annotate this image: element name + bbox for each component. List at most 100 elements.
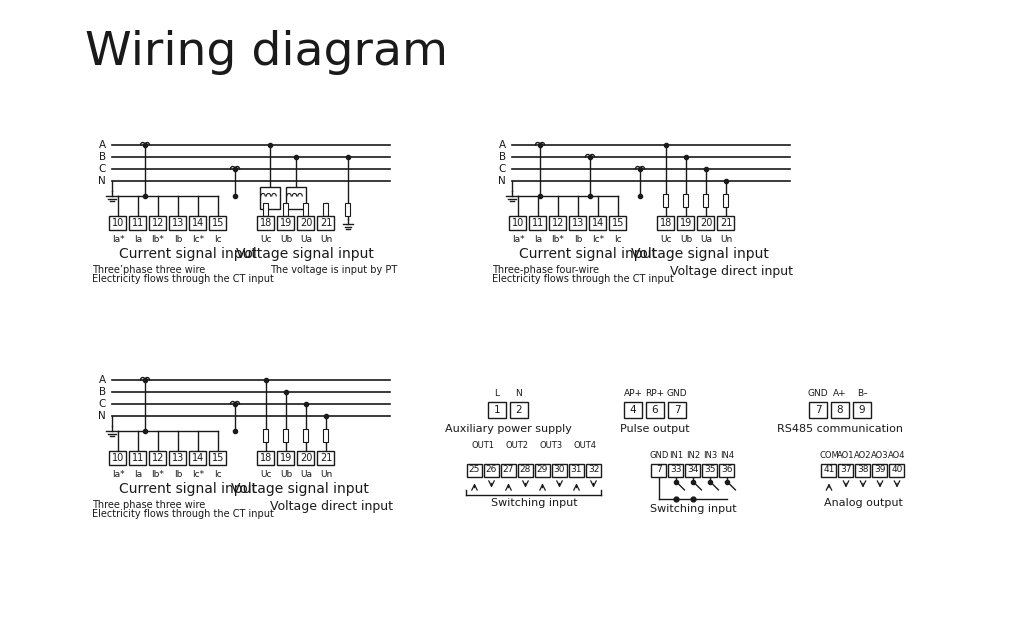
Bar	[501, 463, 516, 476]
Text: 7: 7	[674, 405, 680, 415]
Text: Uc: Uc	[260, 235, 272, 244]
Text: Ua: Ua	[700, 235, 712, 244]
Bar	[283, 203, 288, 215]
Text: IN3: IN3	[702, 450, 718, 460]
Bar	[624, 402, 642, 418]
Text: The voltage is input by PT: The voltage is input by PT	[270, 265, 397, 275]
Text: 37: 37	[840, 465, 852, 475]
Text: 10: 10	[112, 453, 124, 463]
Text: 18: 18	[660, 218, 672, 228]
Text: Ub: Ub	[680, 235, 692, 244]
Bar	[809, 402, 827, 418]
Text: 15: 15	[212, 453, 224, 463]
Text: 31: 31	[570, 465, 583, 475]
Text: Uc: Uc	[260, 470, 272, 479]
Text: Auxiliary power supply: Auxiliary power supply	[445, 424, 571, 434]
Text: 19: 19	[280, 453, 292, 463]
Text: 39: 39	[874, 465, 886, 475]
Text: Ib: Ib	[174, 235, 182, 244]
Text: Electricity flows through the CT input: Electricity flows through the CT input	[92, 274, 274, 284]
Text: 40: 40	[891, 465, 902, 475]
Text: 21: 21	[720, 218, 732, 228]
Bar	[685, 463, 700, 476]
Text: N: N	[98, 411, 106, 421]
Bar	[345, 203, 350, 215]
Text: 14: 14	[592, 218, 604, 228]
Bar	[664, 193, 669, 207]
Text: 2: 2	[516, 405, 523, 415]
Text: AO2: AO2	[855, 450, 872, 460]
Text: 12: 12	[152, 453, 164, 463]
Text: AO3: AO3	[871, 450, 889, 460]
Text: 28: 28	[520, 465, 531, 475]
Text: 1: 1	[493, 405, 500, 415]
Text: 15: 15	[612, 218, 624, 228]
Text: A: A	[98, 375, 106, 385]
Bar	[724, 193, 729, 207]
Text: B–: B–	[857, 389, 867, 398]
Text: OUT4: OUT4	[573, 440, 597, 450]
Text: 7: 7	[815, 405, 821, 415]
Text: Ib*: Ib*	[551, 235, 564, 244]
Text: 18: 18	[260, 453, 272, 463]
Text: 13: 13	[172, 453, 184, 463]
Text: 4: 4	[629, 405, 636, 415]
Text: COM: COM	[819, 450, 838, 460]
Text: GND: GND	[667, 389, 687, 398]
Text: A+: A+	[833, 389, 847, 398]
Text: Pulse output: Pulse output	[620, 424, 690, 434]
Text: Ia: Ia	[134, 470, 142, 479]
Text: Ic: Ic	[214, 235, 222, 244]
Text: 29: 29	[537, 465, 548, 475]
Bar	[552, 463, 567, 476]
Text: Ia*: Ia*	[112, 235, 124, 244]
Bar	[518, 463, 533, 476]
Text: 7: 7	[656, 465, 662, 475]
Text: 14: 14	[192, 453, 204, 463]
Text: OUT3: OUT3	[539, 440, 562, 450]
Text: 20: 20	[699, 218, 713, 228]
Text: A: A	[98, 140, 106, 150]
Text: 20: 20	[299, 453, 313, 463]
Bar	[467, 463, 482, 476]
Text: Ib*: Ib*	[151, 470, 164, 479]
Text: 18: 18	[260, 218, 272, 228]
Text: Three-phase four-wire: Three-phase four-wire	[492, 265, 599, 275]
Text: 19: 19	[280, 218, 292, 228]
Text: 35: 35	[704, 465, 716, 475]
Bar	[190, 451, 206, 465]
Bar	[286, 187, 306, 209]
Text: Ic*: Ic*	[192, 470, 204, 479]
Text: Ic: Ic	[614, 235, 622, 244]
Text: 13: 13	[571, 218, 584, 228]
Bar	[889, 463, 904, 476]
Text: Ic: Ic	[214, 470, 222, 479]
Text: Switching input: Switching input	[490, 498, 578, 509]
Text: Current signal input: Current signal input	[119, 247, 257, 261]
Bar	[149, 216, 166, 230]
Bar	[149, 451, 166, 465]
Text: N: N	[516, 389, 523, 398]
Text: 12: 12	[552, 218, 564, 228]
Text: 12: 12	[152, 218, 164, 228]
Bar	[110, 216, 127, 230]
Text: 8: 8	[836, 405, 843, 415]
Bar	[209, 216, 226, 230]
Text: GND: GND	[650, 450, 669, 460]
Bar	[586, 463, 601, 476]
Text: Current signal input: Current signal input	[119, 482, 257, 496]
Bar	[264, 203, 269, 215]
Bar	[677, 216, 694, 230]
Text: Ic*: Ic*	[592, 235, 604, 244]
Bar	[488, 402, 506, 418]
Text: 36: 36	[722, 465, 733, 475]
Bar	[277, 451, 294, 465]
Bar	[703, 193, 708, 207]
Bar	[702, 463, 718, 476]
Text: C: C	[98, 164, 106, 174]
Bar	[303, 203, 309, 215]
Text: IN2: IN2	[686, 450, 700, 460]
Text: Un: Un	[720, 235, 732, 244]
Bar	[549, 216, 566, 230]
Text: C: C	[498, 164, 506, 174]
